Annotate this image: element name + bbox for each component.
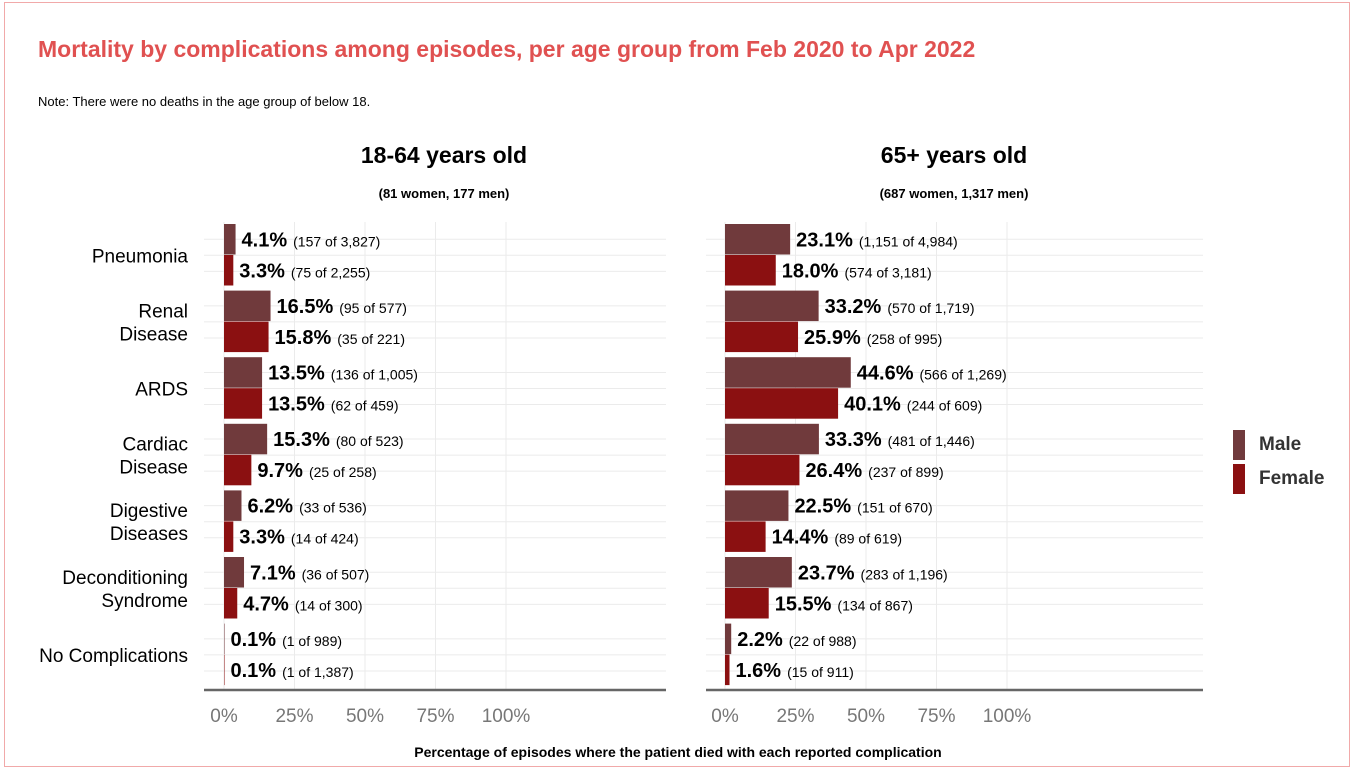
data-label-female: 4.7% (14 of 300) — [243, 593, 362, 615]
x-tick-label: 75% — [416, 706, 454, 727]
bar-female — [725, 321, 799, 353]
data-label-female: 1.6% (15 of 911) — [736, 660, 854, 682]
data-label-female: 9.7% (25 of 258) — [257, 460, 376, 482]
data-label-female: 14.4% (89 of 619) — [772, 527, 902, 549]
data-label-male: 0.1% (1 of 989) — [231, 629, 343, 651]
data-label-female: 3.3% (75 of 2,255) — [239, 260, 370, 282]
bar-male — [725, 290, 819, 322]
x-tick-label: 0% — [210, 706, 238, 727]
data-label-male: 22.5% (151 of 670) — [794, 496, 932, 518]
x-tick-label: 0% — [711, 706, 739, 727]
data-label-male: 7.1% (36 of 507) — [250, 562, 369, 584]
data-label-male: 23.1% (1,151 of 4,984) — [796, 229, 958, 251]
x-tick-label: 25% — [275, 706, 313, 727]
bar-male — [224, 357, 263, 388]
legend-item-female: Female — [1233, 462, 1324, 496]
bar-male — [725, 557, 792, 588]
panel-2-subtitle: (687 women, 1,317 men) — [879, 186, 1029, 201]
x-tick-label: 100% — [983, 706, 1032, 727]
bar-male — [725, 490, 789, 521]
category-label: Diseases — [110, 524, 188, 545]
legend-swatch-female — [1233, 464, 1245, 494]
data-label-male: 4.1% (157 of 3,827) — [242, 229, 381, 251]
x-axis-label: Percentage of episodes where the patient… — [414, 744, 942, 760]
category-label: Disease — [119, 458, 188, 479]
bar-male — [725, 224, 791, 255]
bar-male — [725, 623, 732, 655]
bar-female — [725, 654, 730, 686]
bar-female — [224, 255, 234, 286]
category-label: Disease — [119, 324, 188, 345]
x-tick-label: 50% — [847, 706, 885, 727]
data-label-male: 33.3% (481 of 1,446) — [825, 429, 975, 451]
legend-label-female: Female — [1259, 468, 1325, 489]
legend: Male Female — [1233, 428, 1324, 496]
bar-female — [224, 321, 269, 353]
category-label: No Complications — [39, 646, 188, 667]
data-label-female: 0.1% (1 of 1,387) — [231, 660, 354, 682]
bar-male — [224, 490, 242, 521]
x-tick-label: 25% — [776, 706, 814, 727]
bar-male — [224, 623, 225, 655]
bar-female — [725, 454, 800, 486]
x-tick-label: 50% — [346, 706, 384, 727]
data-label-male: 2.2% (22 of 988) — [737, 629, 856, 651]
bar-female — [725, 255, 776, 286]
category-label: Digestive — [110, 501, 188, 522]
bar-male — [725, 357, 851, 388]
legend-label-male: Male — [1259, 434, 1302, 455]
bar-female — [725, 521, 766, 552]
bar-female — [725, 388, 839, 419]
data-label-male: 6.2% (33 of 536) — [247, 496, 366, 518]
legend-item-male: Male — [1233, 428, 1324, 462]
bar-female — [224, 388, 263, 419]
x-tick-label: 75% — [917, 706, 955, 727]
data-label-female: 26.4% (237 of 899) — [805, 460, 943, 482]
data-label-female: 13.5% (62 of 459) — [268, 393, 398, 415]
x-tick-label: 100% — [482, 706, 531, 727]
category-label: Deconditioning — [62, 568, 188, 589]
data-label-female: 15.8% (35 of 221) — [275, 327, 405, 349]
bar-female — [224, 588, 238, 619]
data-label-male: 15.3% (80 of 523) — [273, 429, 403, 451]
category-label: Syndrome — [101, 591, 188, 612]
category-label: Renal — [138, 301, 188, 322]
bar-male — [224, 557, 245, 588]
data-label-female: 15.5% (134 of 867) — [775, 593, 913, 615]
category-label: ARDS — [135, 380, 188, 401]
bar-male — [224, 423, 268, 455]
bar-female — [725, 588, 769, 619]
data-label-female: 18.0% (574 of 3,181) — [782, 260, 932, 282]
data-label-male: 33.2% (570 of 1,719) — [825, 296, 975, 318]
bar-male — [224, 224, 236, 255]
panel-2-title: 65+ years old — [880, 142, 1028, 168]
bar-female — [224, 521, 234, 552]
chart-note: Note: There were no deaths in the age gr… — [38, 94, 371, 109]
data-label-female: 3.3% (14 of 424) — [239, 527, 358, 549]
data-label-female: 25.9% (258 of 995) — [804, 327, 942, 349]
legend-swatch-male — [1233, 430, 1245, 460]
data-label-male: 23.7% (283 of 1,196) — [798, 562, 948, 584]
chart-title: Mortality by complications among episode… — [38, 36, 976, 62]
category-label: Cardiac — [123, 435, 188, 456]
bar-male — [224, 290, 271, 322]
chart-frame — [4, 2, 1350, 767]
bar-female — [224, 454, 252, 486]
bar-female — [224, 654, 225, 686]
data-label-male: 13.5% (136 of 1,005) — [268, 362, 418, 384]
panel-1-subtitle: (81 women, 177 men) — [378, 186, 510, 201]
panel-1-title: 18-64 years old — [360, 142, 528, 168]
data-label-male: 44.6% (566 of 1,269) — [857, 362, 1007, 384]
bar-male — [725, 423, 819, 455]
category-label: Pneumonia — [92, 246, 189, 267]
data-label-female: 40.1% (244 of 609) — [844, 393, 982, 415]
data-label-male: 16.5% (95 of 577) — [277, 296, 407, 318]
